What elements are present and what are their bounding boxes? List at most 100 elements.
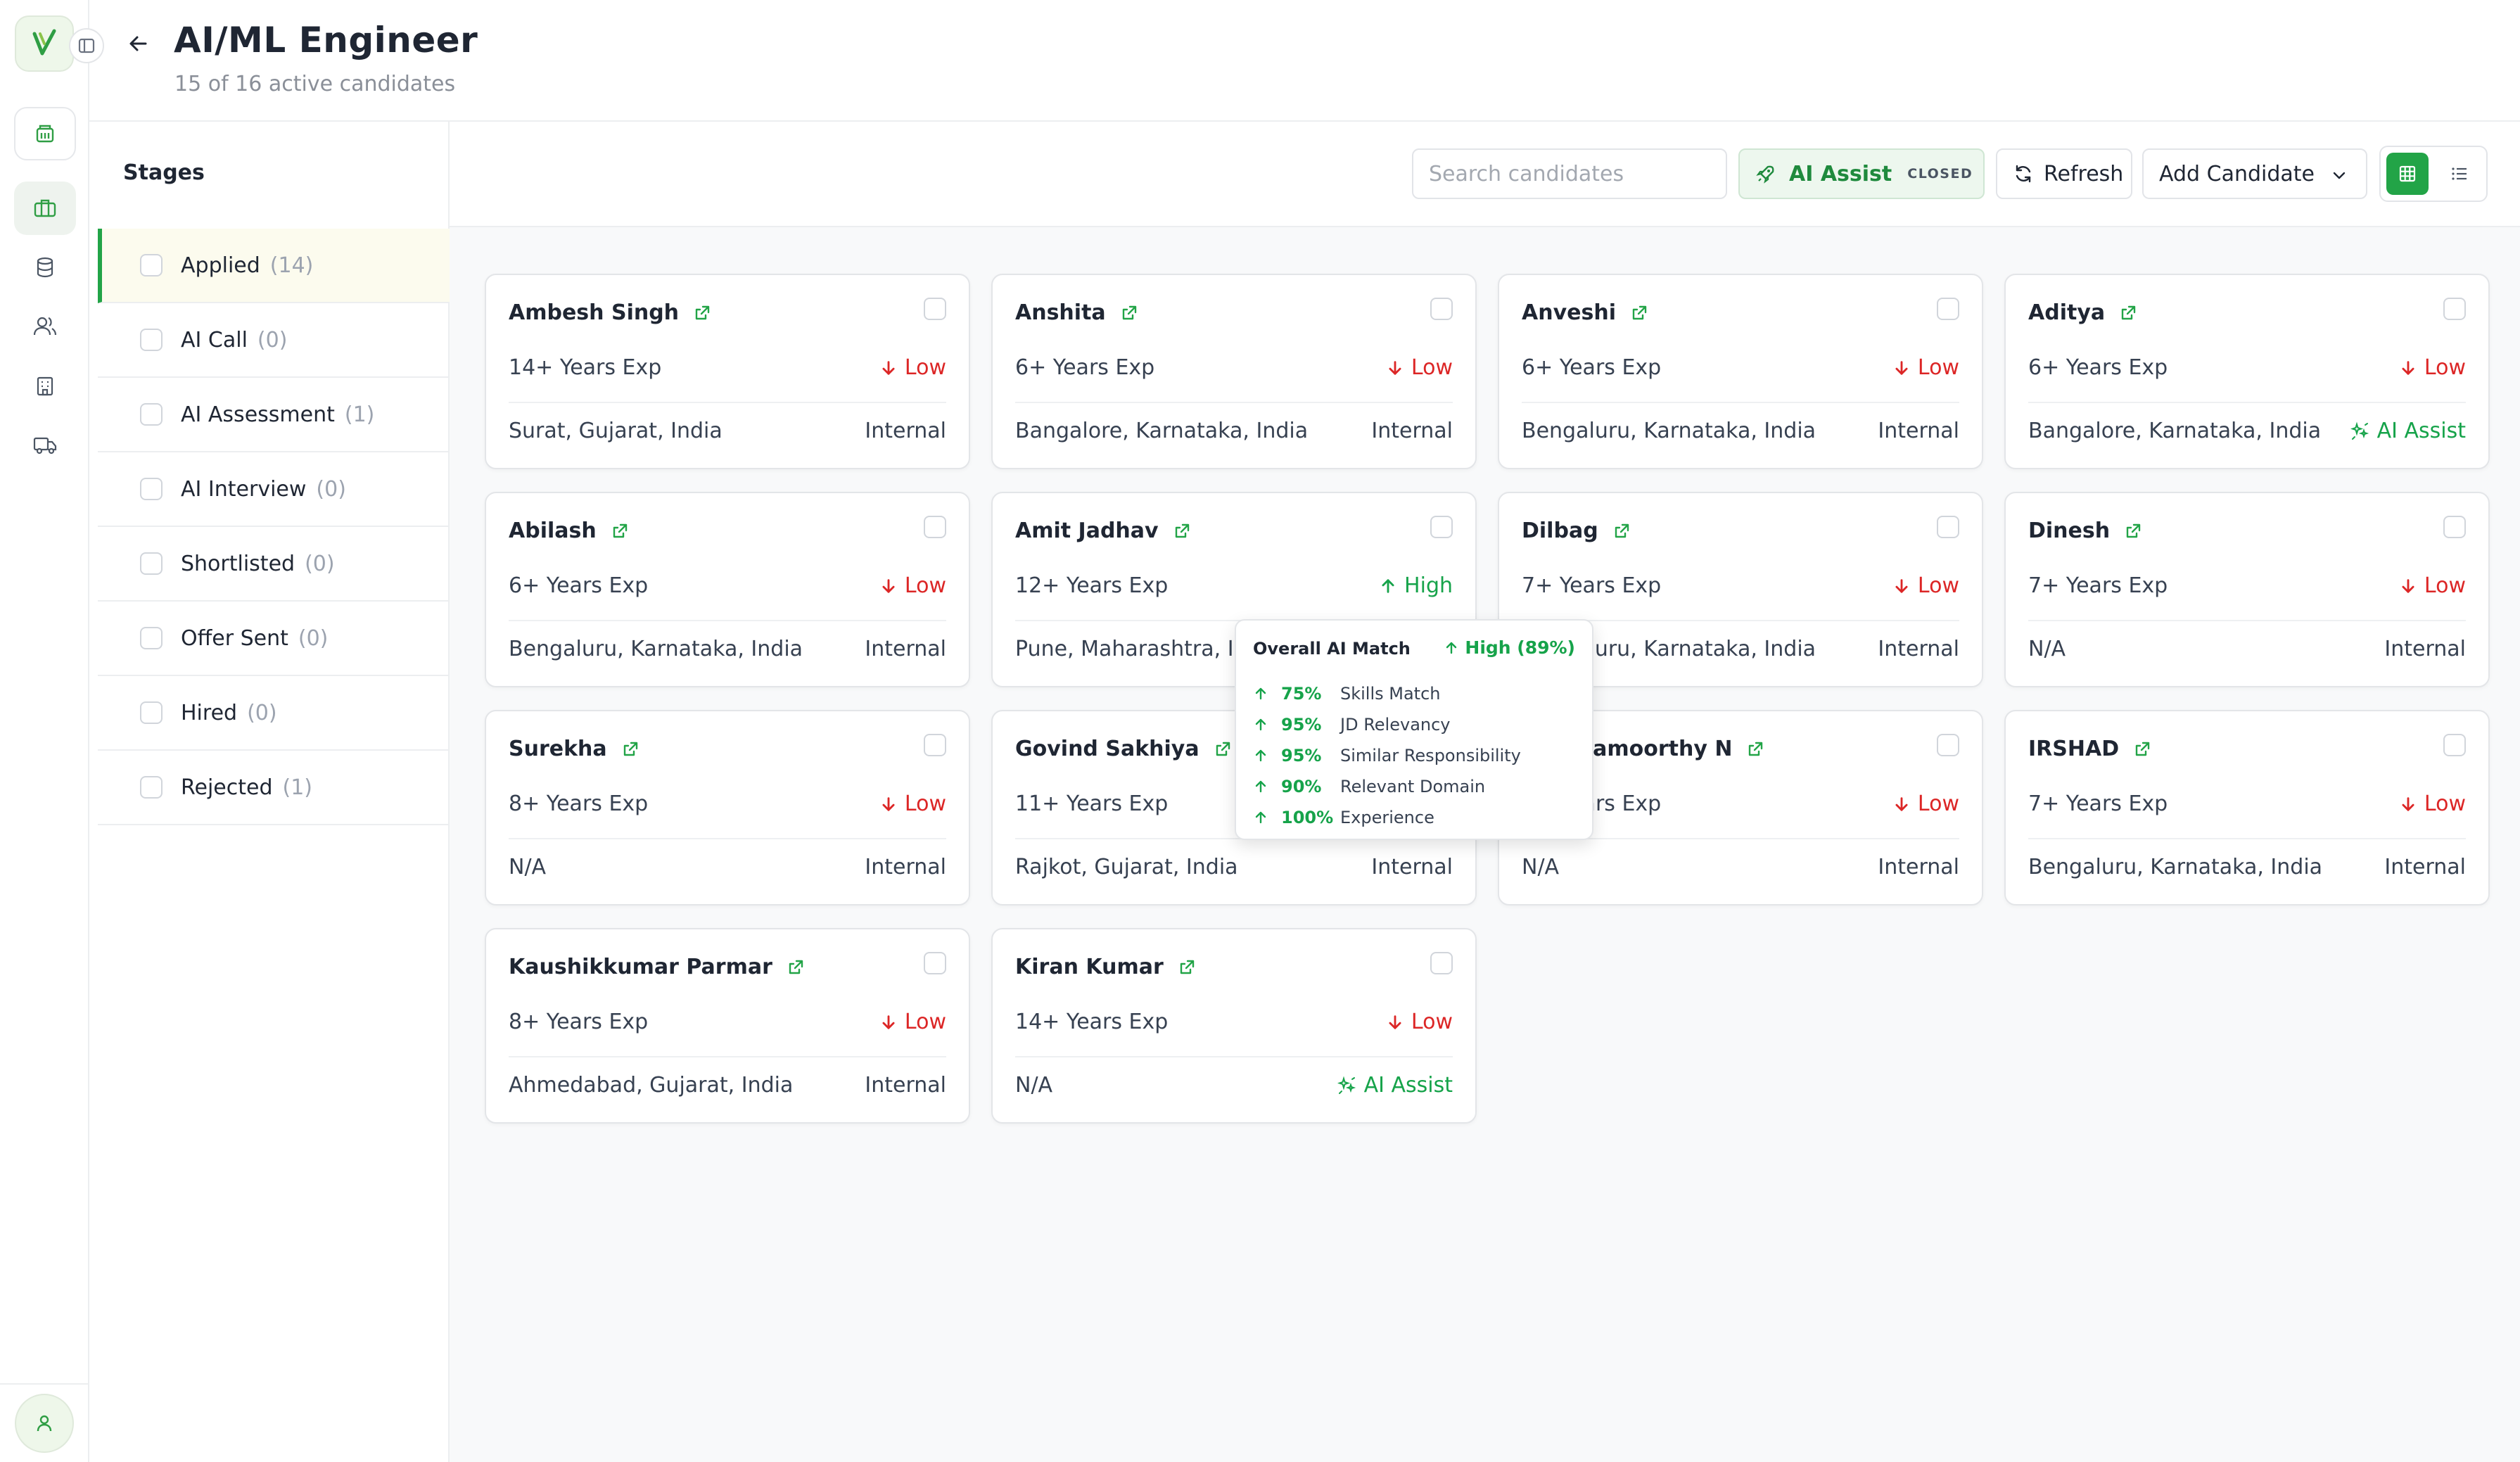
external-link-icon[interactable] — [1214, 740, 1232, 758]
ai-match-indicator[interactable]: Low — [879, 355, 946, 380]
rail-users-button[interactable] — [14, 300, 76, 353]
add-candidate-dropdown[interactable]: Add Candidate — [2142, 148, 2367, 199]
ai-assist-button[interactable]: AI Assist CLOSED — [1738, 148, 1985, 199]
ai-match-indicator[interactable]: Low — [1892, 573, 1959, 598]
ai-match-indicator[interactable]: Low — [1386, 1010, 1453, 1034]
candidate-name[interactable]: Aditya — [2028, 300, 2137, 325]
candidate-name[interactable]: Dilbag — [1522, 519, 1631, 543]
candidate-select-checkbox[interactable] — [1937, 298, 1959, 320]
ai-match-indicator[interactable]: Low — [879, 1010, 946, 1034]
ai-match-indicator[interactable]: Low — [1892, 355, 1959, 380]
external-link-icon[interactable] — [2124, 522, 2142, 540]
stage-item-ai-call[interactable]: AI Call (0) — [98, 303, 450, 378]
list-view-button[interactable] — [2438, 153, 2481, 195]
stage-item-offer-sent[interactable]: Offer Sent (0) — [98, 602, 450, 676]
ai-match-indicator[interactable]: Low — [879, 792, 946, 816]
external-link-icon[interactable] — [693, 304, 711, 322]
rail-database-button[interactable] — [14, 241, 76, 294]
candidate-select-checkbox[interactable] — [1937, 734, 1959, 756]
user-avatar[interactable] — [15, 1394, 74, 1453]
candidate-card[interactable]: Surekha 8+ Years Exp Low N/A Internal — [485, 710, 970, 905]
candidate-select-checkbox[interactable] — [924, 516, 946, 538]
candidate-card[interactable]: Abilash 6+ Years Exp Low Bengaluru, Karn… — [485, 492, 970, 687]
stage-item-ai-assessment[interactable]: AI Assessment (1) — [98, 378, 450, 452]
stage-checkbox[interactable] — [140, 403, 163, 426]
rail-company-button[interactable] — [14, 359, 76, 412]
candidate-card[interactable]: Anshita 6+ Years Exp Low Bangalore, Karn… — [991, 274, 1477, 469]
candidate-name[interactable]: Kaushikkumar Parmar — [509, 955, 805, 979]
candidate-name[interactable]: Amit Jadhav — [1015, 519, 1191, 543]
candidate-card[interactable]: Anveshi 6+ Years Exp Low Bengaluru, Karn… — [1498, 274, 1983, 469]
candidate-card[interactable]: Kiran Kumar 14+ Years Exp Low N/A AI Ass… — [991, 928, 1477, 1124]
stage-item-shortlisted[interactable]: Shortlisted (0) — [98, 527, 450, 602]
ai-match-indicator[interactable]: Low — [879, 573, 946, 598]
grid-view-button[interactable] — [2386, 153, 2429, 195]
candidate-card[interactable]: Kaushikkumar Parmar 8+ Years Exp Low Ahm… — [485, 928, 970, 1124]
candidate-select-checkbox[interactable] — [2443, 298, 2466, 320]
external-link-icon[interactable] — [621, 740, 639, 758]
ai-match-indicator[interactable]: Low — [2399, 355, 2466, 380]
candidate-select-checkbox[interactable] — [1430, 298, 1453, 320]
ai-match-indicator[interactable]: Low — [2399, 573, 2466, 598]
candidate-name[interactable]: IRSHAD — [2028, 737, 2151, 761]
search-input[interactable] — [1412, 148, 1727, 199]
stage-checkbox[interactable] — [140, 478, 163, 500]
external-link-icon — [2135, 742, 2150, 756]
candidate-card[interactable]: IRSHAD 7+ Years Exp Low Bengaluru, Karna… — [2004, 710, 2490, 905]
stage-checkbox[interactable] — [140, 254, 163, 276]
ai-match-indicator[interactable]: Low — [2399, 792, 2466, 816]
candidate-select-checkbox[interactable] — [1430, 516, 1453, 538]
ai-match-indicator[interactable]: High — [1379, 573, 1453, 598]
candidate-select-checkbox[interactable] — [1430, 952, 1453, 974]
candidate-card[interactable]: Eswaramoorthy N 9+ Years Exp Low N/A Int… — [1498, 710, 1983, 905]
external-link-icon[interactable] — [1630, 304, 1648, 322]
candidate-location: Surat, Gujarat, India — [509, 419, 723, 443]
candidate-select-checkbox[interactable] — [2443, 516, 2466, 538]
candidate-name[interactable]: Abilash — [509, 519, 629, 543]
external-link-icon[interactable] — [787, 958, 805, 977]
rail-delivery-button[interactable] — [14, 418, 76, 471]
ai-match-indicator[interactable]: Low — [1386, 355, 1453, 380]
candidate-select-checkbox[interactable] — [924, 734, 946, 756]
candidate-name[interactable]: Dinesh — [2028, 519, 2142, 543]
external-link-icon[interactable] — [2119, 304, 2137, 322]
stage-checkbox[interactable] — [140, 552, 163, 575]
external-link-icon[interactable] — [1120, 304, 1138, 322]
candidate-card[interactable]: Dinesh 7+ Years Exp Low N/A Internal — [2004, 492, 2490, 687]
candidate-card[interactable]: Ambesh Singh 14+ Years Exp Low Surat, Gu… — [485, 274, 970, 469]
back-arrow-icon[interactable] — [125, 30, 153, 58]
candidate-name-text: Abilash — [509, 519, 597, 543]
stage-checkbox[interactable] — [140, 776, 163, 799]
stage-checkbox[interactable] — [140, 329, 163, 351]
candidate-card[interactable]: Aditya 6+ Years Exp Low Bangalore, Karna… — [2004, 274, 2490, 469]
stage-item-applied[interactable]: Applied (14) — [98, 229, 450, 303]
ai-match-indicator[interactable]: Low — [1892, 792, 1959, 816]
refresh-button[interactable]: Refresh — [1996, 148, 2132, 199]
stage-checkbox[interactable] — [140, 627, 163, 649]
candidate-name[interactable]: Govind Sakhiya — [1015, 737, 1232, 761]
candidate-select-checkbox[interactable] — [924, 298, 946, 320]
sidebar-toggle-button[interactable] — [69, 28, 104, 63]
candidate-select-checkbox[interactable] — [1937, 516, 1959, 538]
card-divider — [1015, 838, 1453, 839]
stage-item-rejected[interactable]: Rejected (1) — [98, 751, 450, 825]
stage-checkbox[interactable] — [140, 701, 163, 724]
candidate-name[interactable]: Surekha — [509, 737, 639, 761]
candidate-name[interactable]: Ambesh Singh — [509, 300, 711, 325]
candidate-name[interactable]: Anshita — [1015, 300, 1138, 325]
external-link-icon[interactable] — [1746, 740, 1764, 758]
app-logo[interactable] — [15, 15, 74, 72]
candidate-select-checkbox[interactable] — [2443, 734, 2466, 756]
rail-dashboard-button[interactable] — [14, 107, 76, 160]
external-link-icon[interactable] — [611, 522, 629, 540]
external-link-icon[interactable] — [2133, 740, 2151, 758]
candidate-select-checkbox[interactable] — [924, 952, 946, 974]
external-link-icon[interactable] — [1178, 958, 1196, 977]
external-link-icon[interactable] — [1612, 522, 1631, 540]
external-link-icon[interactable] — [1173, 522, 1191, 540]
candidate-name[interactable]: Kiran Kumar — [1015, 955, 1196, 979]
stage-item-hired[interactable]: Hired (0) — [98, 676, 450, 751]
stage-item-ai-interview[interactable]: AI Interview (0) — [98, 452, 450, 527]
candidate-name[interactable]: Anveshi — [1522, 300, 1648, 325]
rail-jobs-button[interactable] — [14, 182, 76, 235]
